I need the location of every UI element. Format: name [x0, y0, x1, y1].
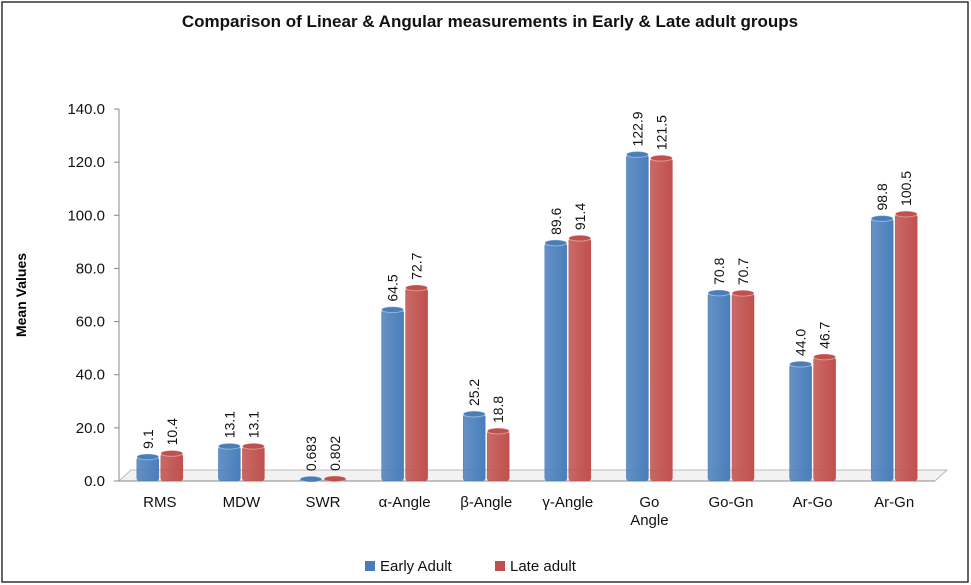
y-tick-label: 100.0 — [67, 207, 105, 224]
value-label: 122.9 — [629, 111, 645, 146]
bar — [813, 356, 836, 482]
bar-top — [381, 306, 405, 314]
value-label: 70.7 — [735, 258, 751, 285]
bar — [218, 445, 241, 482]
bar-top — [568, 234, 592, 242]
value-label: 46.7 — [817, 321, 833, 348]
x-tick-label: Go-Gn — [708, 494, 754, 511]
bar-top — [870, 214, 894, 222]
x-tick-label: MDW — [222, 494, 261, 511]
bar-top — [813, 353, 837, 361]
bar — [544, 242, 568, 482]
bar-top — [731, 289, 755, 297]
y-tick-label: 60.0 — [76, 314, 105, 331]
bar — [381, 309, 404, 482]
bar — [462, 413, 486, 482]
value-label: 100.5 — [898, 171, 914, 206]
value-label: 89.6 — [548, 207, 564, 234]
value-label: 18.8 — [490, 396, 506, 423]
value-label: 13.1 — [221, 411, 237, 438]
bar — [650, 157, 673, 482]
x-tick-label: Ar-Gn — [874, 494, 915, 511]
y-tick-label: 120.0 — [67, 154, 105, 171]
x-tick-label: α-Angle — [378, 494, 431, 511]
x-tick-label: SWR — [305, 494, 341, 511]
bar-top — [299, 475, 323, 483]
value-label: 10.4 — [164, 418, 180, 445]
bar-top — [707, 289, 731, 297]
bar-top — [323, 475, 347, 483]
chart-title: Comparison of Linear & Angular measureme… — [181, 12, 799, 31]
bar-top — [789, 360, 813, 368]
value-label: 25.2 — [466, 379, 482, 406]
bar — [486, 430, 510, 482]
bar-top — [217, 442, 241, 450]
legend-label: Late adult — [510, 558, 577, 575]
x-tick-label: Go Angle — [630, 494, 669, 529]
value-label: 9.1 — [140, 429, 156, 449]
bar — [242, 445, 265, 482]
bar-top — [405, 284, 429, 292]
value-label: 13.1 — [245, 411, 261, 438]
x-tick-label: RMS — [143, 494, 177, 511]
bar — [568, 237, 592, 482]
bar-top — [544, 239, 568, 247]
y-axis-label: Mean Values — [13, 253, 29, 337]
value-label: 98.8 — [874, 183, 890, 210]
value-label: 72.7 — [409, 252, 425, 279]
bar — [160, 453, 184, 482]
legend-swatch — [365, 561, 375, 571]
bar — [626, 154, 649, 482]
value-label: 64.5 — [385, 274, 401, 301]
x-tick-label: γ-Angle — [542, 494, 594, 511]
value-label: 121.5 — [653, 115, 669, 150]
legend-label: Early Adult — [380, 558, 453, 575]
value-label: 44.0 — [793, 329, 809, 356]
x-tick-label: β-Angle — [460, 494, 513, 511]
bar — [894, 213, 918, 482]
bar — [731, 292, 755, 482]
bar-top — [160, 449, 184, 457]
value-label: 70.8 — [711, 257, 727, 284]
bar-top — [625, 150, 649, 158]
y-tick-label: 80.0 — [76, 260, 105, 277]
y-tick-label: 0.0 — [84, 473, 105, 490]
bar — [136, 456, 160, 482]
bar-top — [486, 427, 510, 435]
y-tick-label: 40.0 — [76, 367, 105, 384]
bar-top — [649, 154, 673, 162]
value-label: 0.802 — [327, 436, 343, 471]
legend-swatch — [495, 561, 505, 571]
bar — [707, 292, 731, 482]
y-tick-label: 20.0 — [76, 420, 105, 437]
bar — [405, 287, 428, 482]
bar — [870, 218, 894, 482]
y-tick-label: 140.0 — [67, 101, 105, 118]
value-label: 0.683 — [303, 436, 319, 471]
bar — [789, 363, 812, 482]
bar-top — [462, 410, 486, 418]
bar-top — [136, 453, 160, 461]
value-label: 91.4 — [572, 203, 588, 230]
bar-top — [241, 442, 265, 450]
x-tick-label: Ar-Go — [792, 494, 833, 511]
bar-top — [894, 210, 918, 218]
